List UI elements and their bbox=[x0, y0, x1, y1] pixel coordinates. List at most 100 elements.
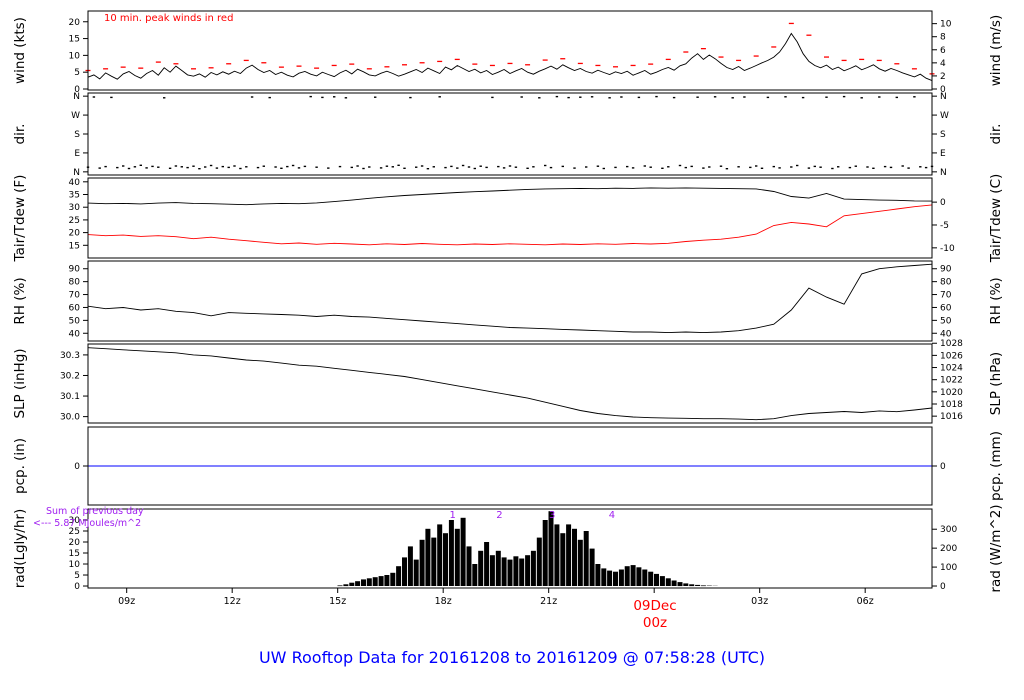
solar-radiation-bar bbox=[595, 564, 601, 586]
wind-panel: 0 5 10 15 20 0 2 4 6 8 10 wind (kts) wind (m/s) bbox=[12, 10, 1004, 95]
solar-radiation-bar bbox=[407, 546, 413, 586]
wind-direction-dot bbox=[221, 165, 224, 168]
wind-direction-dot bbox=[403, 167, 406, 169]
wind-right-tick-label: 2 bbox=[940, 72, 946, 82]
time-tick-label: 09z bbox=[118, 596, 135, 607]
wind-direction-dot bbox=[538, 97, 541, 99]
slp-right-tick-label: 1026 bbox=[940, 351, 963, 361]
solar-radiation-bar bbox=[607, 570, 613, 586]
rad-left-tick-label: 15 bbox=[69, 549, 80, 559]
solar-radiation-bar bbox=[419, 539, 425, 586]
slp-right-tick-label: 1016 bbox=[940, 412, 963, 422]
pcp-panel-border bbox=[87, 426, 933, 506]
wind-direction-dot bbox=[303, 165, 307, 168]
wind-direction-dot bbox=[350, 166, 353, 169]
wind-direction-dot bbox=[391, 166, 394, 168]
rad-right-axis-title: rad (W/m^2) bbox=[988, 504, 1004, 592]
wind-direction-dot bbox=[461, 164, 465, 167]
wind-direction-dot bbox=[702, 167, 705, 169]
wind-direction-dot bbox=[420, 165, 424, 167]
wind-direction-dot bbox=[209, 164, 213, 167]
wind-direction-dot bbox=[755, 165, 758, 167]
wind-direction-dot bbox=[514, 166, 518, 168]
wind-direction-dot bbox=[274, 166, 277, 168]
rh-left-tick-label: 50 bbox=[69, 316, 81, 326]
wind-avg-line bbox=[87, 32, 933, 82]
slp-left-axis-title: SLP (inHg) bbox=[12, 348, 28, 418]
wind-direction-dot bbox=[672, 96, 676, 99]
wind-direction-dot bbox=[549, 166, 553, 169]
wind-direction-dot bbox=[626, 165, 629, 168]
wind-direction-dot bbox=[163, 97, 166, 99]
wind-direction-dot bbox=[98, 167, 101, 169]
wind-direction-dot bbox=[883, 165, 887, 168]
slp-right-tick-label: 1020 bbox=[940, 388, 963, 398]
solar-radiation-bar bbox=[548, 511, 554, 586]
solar-radiation-bar bbox=[519, 558, 525, 586]
slp-left-tick-label: 30.0 bbox=[60, 413, 80, 423]
rad-sum-note-line1: Sum of previous day bbox=[46, 506, 144, 517]
solar-radiation-bar bbox=[378, 576, 384, 586]
solar-radiation-bar bbox=[589, 548, 595, 586]
rh-right-tick-label: 60 bbox=[940, 303, 952, 313]
dir-right-tick-label: S bbox=[940, 130, 946, 140]
wind-direction-dot bbox=[760, 167, 764, 169]
slp-left-tick-label: 30.3 bbox=[60, 351, 80, 361]
solar-radiation-bar bbox=[689, 584, 695, 587]
temperature-left-tick-label: 30 bbox=[69, 203, 81, 213]
wind-direction-dot bbox=[819, 166, 822, 168]
dir-left-tick-label: W bbox=[71, 111, 80, 121]
solar-radiation-bar bbox=[443, 533, 448, 586]
solar-radiation-bar bbox=[642, 569, 648, 586]
time-tick-label: 12z bbox=[224, 596, 241, 607]
temperature-right-tick-label: 0 bbox=[940, 198, 946, 208]
wind-direction-dot bbox=[180, 166, 183, 168]
solar-radiation-bar bbox=[671, 580, 677, 586]
temperature-left-tick-label: 15 bbox=[69, 241, 80, 251]
wind-direction-dot bbox=[725, 168, 729, 170]
wind-direction-dot bbox=[309, 95, 312, 98]
wind-direction-dot bbox=[133, 166, 137, 168]
rad-left-tick-label: 10 bbox=[69, 560, 81, 570]
wind-direction-dot bbox=[479, 165, 482, 167]
solar-radiation-bar bbox=[361, 579, 366, 586]
temperature-right-axis-title: Tair/Tdew (C) bbox=[988, 174, 1004, 264]
wind-direction-dot bbox=[567, 96, 570, 99]
wind-direction-dot bbox=[813, 165, 816, 168]
dir-left-tick-label: N bbox=[73, 168, 80, 178]
solar-radiation-bar bbox=[372, 577, 378, 586]
wind-direction-dot bbox=[831, 167, 834, 170]
wind-left-axis-title: wind (kts) bbox=[12, 17, 28, 84]
date-change-label: 09Dec 00z bbox=[612, 598, 698, 632]
wind-direction-dot bbox=[848, 166, 852, 169]
solar-radiation-bar bbox=[665, 578, 671, 586]
solar-radiation-bar bbox=[554, 524, 560, 586]
wind-direction-dot bbox=[842, 95, 846, 98]
solar-radiation-bar bbox=[425, 528, 431, 586]
pcp-right-axis-title: pcp. (mm) bbox=[988, 431, 1004, 501]
wind-direction-dot bbox=[344, 97, 348, 99]
rh-right-tick-label: 50 bbox=[940, 316, 952, 326]
wind-direction-dot bbox=[579, 96, 582, 98]
wind-direction-dot bbox=[919, 166, 922, 168]
solar-radiation-bar bbox=[577, 539, 583, 586]
wind-direction-dot bbox=[643, 165, 646, 167]
rh-left-tick-label: 90 bbox=[69, 265, 81, 275]
wind-direction-dot bbox=[743, 96, 746, 98]
wind-direction-dot bbox=[397, 164, 400, 166]
rh-right-axis-title: RH (%) bbox=[988, 277, 1004, 324]
wind-right-tick-label: 8 bbox=[940, 33, 946, 43]
solar-radiation-bar bbox=[683, 583, 689, 586]
wind-direction-dot bbox=[151, 165, 154, 168]
wind-direction-dot bbox=[585, 166, 588, 168]
wind-direction-dot bbox=[450, 165, 453, 168]
wind-direction-dot bbox=[807, 167, 811, 169]
temperature-left-axis-title: Tair/Tdew (F) bbox=[12, 175, 28, 263]
wind-direction-dot bbox=[438, 96, 441, 98]
temperature-left-tick-label: 40 bbox=[69, 178, 81, 188]
wind-direction-dot bbox=[168, 167, 172, 169]
relative-humidity-line bbox=[87, 263, 933, 334]
wind-direction-dot bbox=[198, 168, 201, 170]
solar-radiation-bar bbox=[572, 528, 577, 586]
dir-right-tick-label: N bbox=[940, 168, 947, 178]
